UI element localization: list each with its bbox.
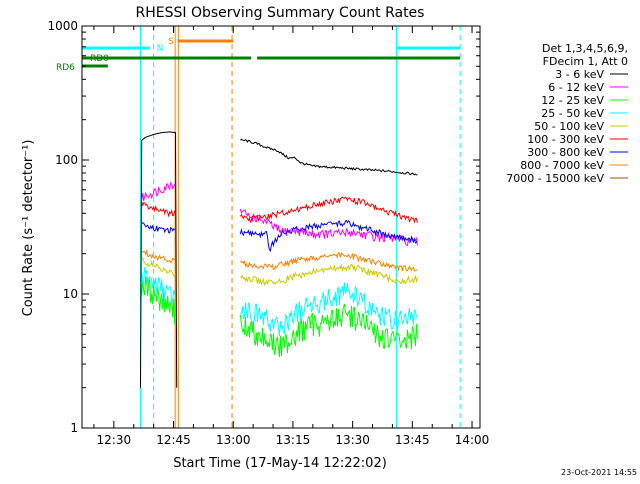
series-line-12-25-kev-seg-1: [141, 276, 176, 325]
legend-label-300-800-kev: 300 - 800 keV: [527, 146, 604, 159]
series-line-3-6-kev-seg-2: [240, 138, 418, 176]
flag-label-rd6: RD6: [56, 63, 75, 73]
x-tick-label-1400: 14:00: [455, 433, 490, 447]
series-line-100-300-kev-seg-1: [141, 201, 176, 218]
x-tick-label-1315: 13:15: [276, 433, 311, 447]
x-tick-label-1330: 13:30: [335, 433, 370, 447]
legend-label-25-50-kev: 25 - 50 keV: [541, 107, 604, 120]
plot-frame: [81, 25, 481, 429]
series-line-3-6-kev-seg-1: [140, 131, 178, 388]
y-tick-label-1000: 1000: [47, 19, 78, 33]
series-line-25-50-kev-seg-2: [240, 282, 418, 337]
legend-label-50-100-kev: 50 - 100 keV: [534, 120, 604, 133]
y-tick-label-1: 1: [70, 421, 78, 435]
series-line-50-100-kev-seg-1: [141, 256, 176, 278]
legend-label-12-25-kev: 12 - 25 keV: [541, 94, 604, 107]
legend-label-7000-15000-kev: 7000 - 15000 keV: [506, 172, 604, 185]
series-line-12-25-kev-seg-2: [239, 303, 418, 358]
series-line-6-12-kev-seg-2: [239, 208, 418, 246]
x-tick-label-1245: 12:45: [156, 433, 191, 447]
series-line-6-12-kev-seg-1: [141, 181, 176, 201]
footer-timestamp: 23-Oct-2021 14:55: [561, 468, 637, 477]
series-line-25-50-kev-seg-1: [141, 266, 176, 306]
legend: Det 1,3,4,5,6,9,FDecim 1, Att 03 - 6 keV…: [506, 42, 628, 185]
series-line-800-7000-kev-seg-1: [141, 249, 176, 264]
plot-layer: NS RD0 RD6: [56, 26, 461, 428]
series-line-100-300-kev-seg-2: [239, 196, 418, 224]
x-axis-label: Start Time (17-May-14 12:22:02): [173, 456, 387, 471]
legend-label-800-7000-kev: 800 - 7000 keV: [520, 159, 604, 172]
series-line-300-800-kev-seg-2: [239, 219, 418, 253]
y-tick-label-100: 100: [55, 153, 78, 167]
x-tick-label-1300: 13:00: [216, 433, 251, 447]
flag-label-rd0: RD0: [90, 54, 109, 64]
legend-header-1: Det 1,3,4,5,6,9,: [542, 42, 628, 55]
legend-label-6-12-kev: 6 - 12 keV: [548, 81, 604, 94]
series-line-300-800-kev-seg-1: [141, 222, 176, 234]
chart-title: RHESSI Observing Summary Count Rates: [136, 5, 425, 21]
legend-header-2: FDecim 1, Att 0: [543, 55, 628, 68]
legend-label-100-300-kev: 100 - 300 keV: [527, 133, 604, 146]
legend-label-3-6-kev: 3 - 6 keV: [555, 68, 604, 81]
x-tick-label-1345: 13:45: [395, 433, 430, 447]
x-tick-label-1230: 12:30: [97, 433, 132, 447]
series-line-50-100-kev-seg-2: [240, 263, 418, 286]
y-tick-label-10: 10: [63, 287, 78, 301]
axes-layer: 1 10 100 1000 12:30 12:45 13:00 13:15 13:30 13:45…: [47, 19, 489, 447]
y-axis-label: Count Rate (s⁻¹ detector⁻¹): [21, 140, 36, 317]
flag-label-n: N: [157, 44, 164, 54]
series-line-800-7000-kev-seg-2: [239, 251, 418, 272]
flag-label-s: S: [168, 37, 174, 47]
